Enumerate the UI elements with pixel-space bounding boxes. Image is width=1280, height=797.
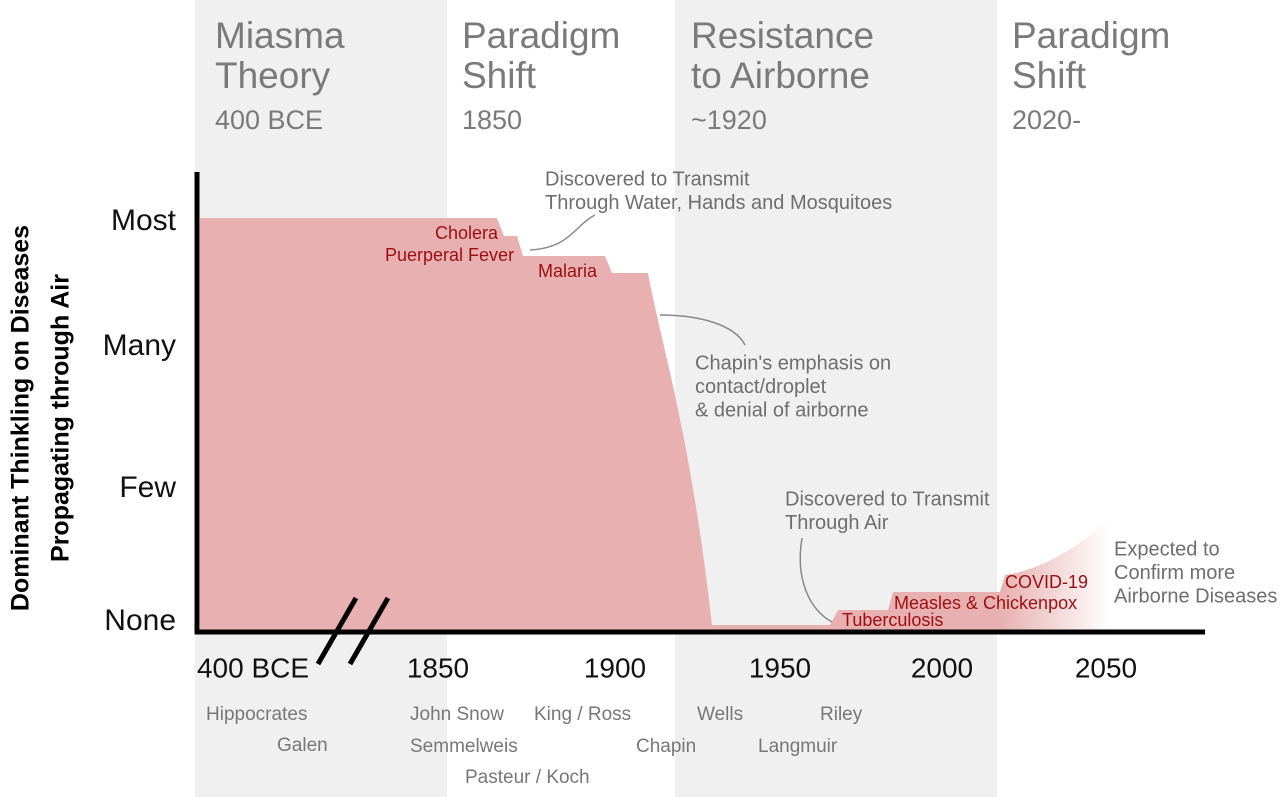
person-label: John Snow [410,704,504,725]
axis-break [315,596,359,666]
leader-line [529,214,596,251]
area [200,218,1000,632]
person-label: Hippocrates [206,704,307,725]
era-date: ~1920 [691,105,767,135]
axis-break [347,596,391,666]
y-tick-label: Most [111,204,177,237]
era-title: to Airborne [691,55,870,96]
annotation: Expected to [1114,538,1220,560]
leader-line [799,537,833,623]
person-label: Riley [820,704,863,725]
x-tick-label: 400 BCE [197,652,309,683]
era-date: 1850 [462,105,522,135]
disease-label: Cholera [435,223,499,243]
disease-label: Measles & Chickenpox [894,593,1077,613]
era-title: Theory [215,55,331,96]
annotation: contact/droplet [695,376,827,398]
era-title: Shift [462,55,537,96]
x-tick-label: 1850 [407,652,469,683]
annotation: Confirm more [1114,562,1235,584]
x-tick-label: 2050 [1075,652,1137,683]
era-title: Miasma [215,15,345,56]
leader-line [659,314,746,346]
y-axis-title: Propagating through Air [47,274,75,562]
annotation: Through Air [785,512,889,534]
x-tick-label: 2000 [911,652,973,683]
annotation: Discovered to Transmit [785,488,990,510]
era-title: Paradigm [462,15,620,56]
era-date: 2020- [1012,105,1081,135]
disease-label: Puerperal Fever [385,245,514,265]
person-label: Chapin [636,736,696,757]
disease-label: Tuberculosis [842,610,943,630]
person-label: Semmelweis [410,736,518,757]
person-label: Galen [277,735,328,756]
disease-label: COVID-19 [1005,572,1088,592]
y-tick-label: None [104,604,176,637]
person-label: King / Ross [534,704,631,725]
annotation: Through Water, Hands and Mosquitoes [545,192,892,214]
y-axis-title: Dominant Thinkling on Diseases [7,225,35,611]
y-tick-label: Many [103,329,176,362]
era-band [675,0,997,797]
person-label: Langmuir [758,736,838,757]
annotation: & denial of airborne [695,399,868,421]
x-tick-label: 1950 [749,652,811,683]
annotation: Chapin's emphasis on [695,352,891,374]
area-projection [1000,518,1110,632]
era-title: Paradigm [1012,15,1170,56]
y-tick-label: Few [119,471,176,504]
x-tick-label: 1900 [584,652,646,683]
era-date: 400 BCE [215,105,323,135]
era-title: Shift [1012,55,1087,96]
person-label: Wells [697,704,743,725]
annotation: Discovered to Transmit [545,168,750,190]
person-label: Pasteur / Koch [465,767,590,788]
era-title: Resistance [691,15,874,56]
disease-label: Malaria [538,261,598,281]
annotation: Airborne Diseases [1114,585,1277,607]
